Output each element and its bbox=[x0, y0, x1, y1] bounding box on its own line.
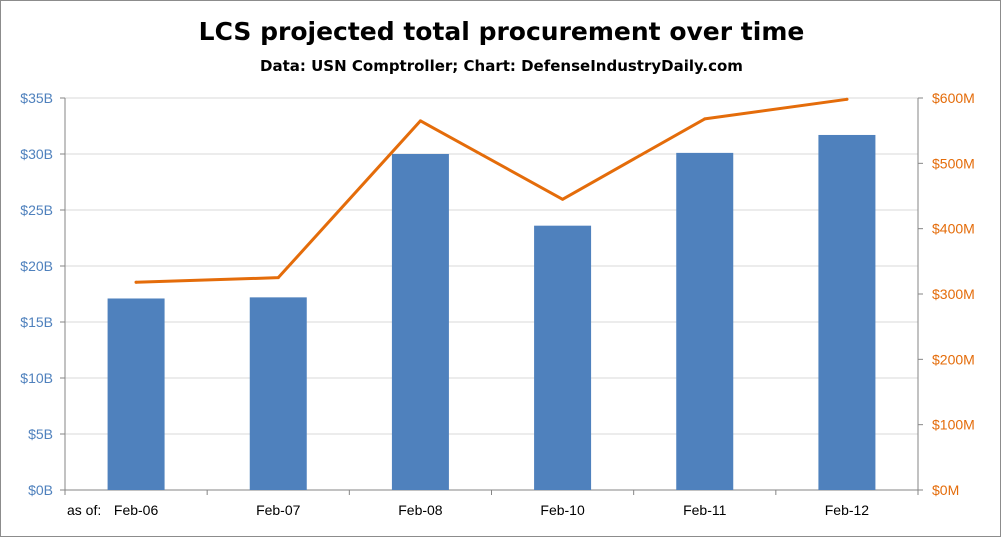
line-point-feb-08 bbox=[418, 119, 422, 123]
line-point-feb-07 bbox=[276, 276, 280, 280]
line-series bbox=[134, 97, 849, 284]
line-point-feb-06 bbox=[134, 280, 138, 284]
line-point-feb-12 bbox=[845, 97, 849, 101]
x-axis-tick-label: Feb-10 bbox=[540, 502, 585, 518]
chart-title: LCS projected total procurement over tim… bbox=[198, 17, 805, 46]
line-point-feb-11 bbox=[703, 117, 707, 121]
bar-feb-06 bbox=[107, 298, 165, 490]
right-axis-tick-label: $200M bbox=[932, 351, 975, 367]
bar-feb-08 bbox=[391, 154, 449, 490]
chart-subtitle: Data: USN Comptroller; Chart: DefenseInd… bbox=[260, 57, 743, 75]
right-axis-tick-label: $600M bbox=[932, 90, 975, 106]
right-axis-tick-label: $100M bbox=[932, 417, 975, 433]
bar-feb-10 bbox=[534, 225, 592, 490]
x-axis-tick-label: Feb-11 bbox=[683, 502, 727, 518]
left-axis-tick-label: $10B bbox=[20, 370, 53, 386]
right-axis-tick-label: $0M bbox=[932, 482, 959, 498]
left-axis-tick-label: $15B bbox=[20, 314, 53, 330]
left-axis-tick-label: $5B bbox=[28, 426, 53, 442]
x-axis-tick-label: Feb-06 bbox=[114, 502, 159, 518]
bar-feb-12 bbox=[818, 134, 876, 490]
bar-feb-07 bbox=[249, 297, 307, 490]
x-axis-prefix-label: as of: bbox=[67, 502, 101, 518]
x-axis-tick-label: Feb-12 bbox=[825, 502, 870, 518]
left-axis-tick-label: $25B bbox=[20, 202, 53, 218]
right-axis-tick-label: $500M bbox=[932, 155, 975, 171]
left-axis-tick-label: $30B bbox=[20, 146, 53, 162]
x-axis-tick-label: Feb-08 bbox=[398, 502, 443, 518]
x-axis-tick-label: Feb-07 bbox=[256, 502, 301, 518]
line-point-feb-10 bbox=[561, 197, 565, 201]
left-axis-tick-label: $20B bbox=[20, 258, 53, 274]
left-axis-tick-label: $35B bbox=[20, 90, 53, 106]
bar-feb-11 bbox=[676, 152, 734, 490]
right-axis-tick-label: $400M bbox=[932, 221, 975, 237]
right-axis-tick-label: $300M bbox=[932, 286, 975, 302]
left-axis-tick-label: $0B bbox=[28, 482, 53, 498]
